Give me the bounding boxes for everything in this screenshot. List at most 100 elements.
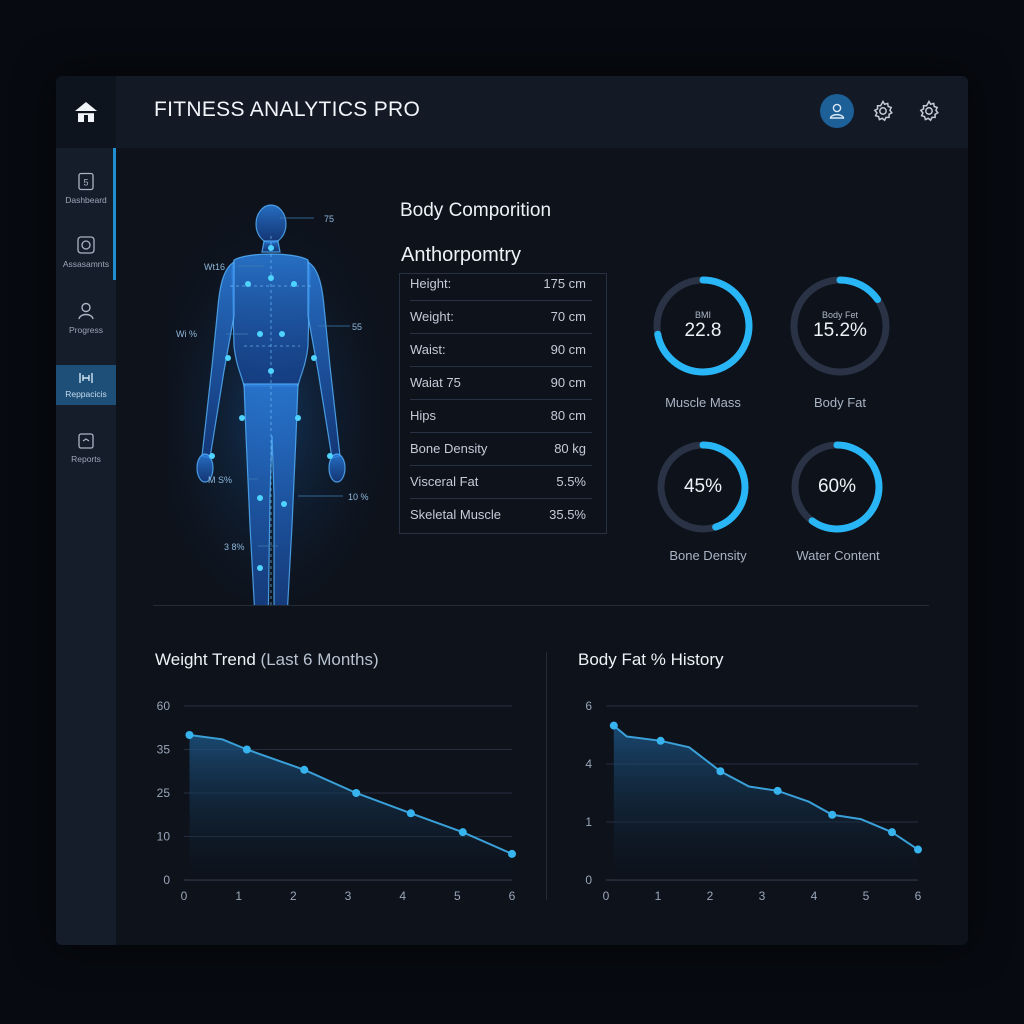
table-row: Waist: 90 cm [410, 333, 592, 367]
data-point [508, 849, 516, 858]
row-value: 175 cm [543, 276, 586, 291]
gauge-inner-label: Body Fet [821, 310, 859, 320]
section-title-composition: Body Comporition [400, 200, 552, 221]
x-tick-label: 6 [509, 889, 516, 903]
x-tick-label: 3 [345, 889, 352, 903]
data-point [656, 736, 665, 745]
x-tick-label: 0 [181, 889, 188, 903]
sidebar-item-label: Reports [71, 454, 101, 464]
series-line [189, 734, 513, 855]
sidebar-item-reports[interactable]: Reports [56, 420, 116, 476]
clipboard-icon: 5 [78, 172, 94, 191]
gauge-arc [790, 276, 890, 376]
home-button[interactable] [56, 76, 116, 148]
report-icon [78, 433, 94, 449]
table-row: Bone Density 80 kg [410, 432, 592, 466]
data-point [458, 828, 467, 837]
series-area [189, 735, 512, 880]
data-point [352, 789, 361, 797]
row-value: 90 cm [550, 342, 586, 357]
row-value: 70 cm [550, 309, 586, 324]
data-point [716, 767, 725, 776]
y-tick-label: 1 [585, 815, 592, 829]
section-subtitle-anthropometry: Anthorpomtry [401, 244, 522, 266]
body-label: 75 [324, 214, 334, 224]
user-icon [829, 103, 845, 119]
x-tick-label: 3 [759, 889, 766, 903]
assessment-icon [77, 236, 95, 254]
settings-button[interactable] [866, 94, 900, 128]
table-row: Hips 80 cm [410, 399, 592, 433]
body-label: Wi % [176, 329, 197, 339]
app-window: FITNESS ANALYTICS PRO [56, 76, 968, 945]
y-tick-label: 35 [157, 743, 171, 757]
table-row: Weight: 70 cm [410, 300, 592, 334]
sidebar-active-indicator [113, 148, 116, 280]
gauge-bmi: BMI 22.8 [648, 271, 758, 381]
data-point [300, 765, 309, 774]
row-label: Waist: [410, 342, 446, 357]
chart-title-text: Weight Trend [155, 650, 256, 669]
data-point [185, 731, 194, 739]
gauge-arc [657, 441, 749, 533]
gauge-value: 15.2% [813, 320, 867, 341]
top-actions [820, 94, 946, 128]
gauge-body-fat: Body Fet 15.2% [785, 271, 895, 381]
table-row: Height: 175 cm [410, 267, 592, 301]
sidebar-item-assessments[interactable]: Assasamnts [56, 224, 116, 280]
gauge-inner-label: BMI [694, 310, 711, 320]
body-label: 10 % [348, 492, 369, 502]
sidebar-item-replacements[interactable]: Reppacicis [56, 365, 116, 405]
row-value: 80 kg [554, 441, 586, 456]
sidebar-item-label: Progress [68, 325, 103, 335]
gear-icon [919, 99, 939, 122]
svg-text:5: 5 [83, 178, 88, 188]
row-label: Visceral Fat [410, 474, 479, 489]
home-icon [75, 102, 97, 122]
y-tick-label: 0 [585, 873, 592, 887]
body-silhouette [196, 204, 346, 606]
x-tick-label: 4 [811, 889, 818, 903]
section-divider [153, 605, 929, 606]
sidebar-item-progress[interactable]: Progress [56, 290, 116, 346]
settings-button-secondary[interactable] [912, 94, 946, 128]
body-label: 3 8% [224, 542, 245, 552]
body-scan-figure: 75 Wt16 Wi % 55 10 % M S% 3 8% [168, 196, 397, 606]
table-row: Skeletal Muscle 35.5% [410, 498, 592, 531]
x-tick-label: 0 [603, 889, 610, 903]
x-tick-label: 1 [655, 889, 662, 903]
x-tick-label: 4 [399, 889, 406, 903]
sidebar-item-label: Reppacicis [65, 389, 107, 399]
sidebar-item-label: Dashbeard [65, 195, 107, 205]
row-label: Bone Density [410, 441, 488, 456]
y-tick-label: 10 [157, 830, 171, 844]
y-tick-label: 0 [163, 873, 170, 887]
scale-icon [79, 373, 93, 383]
data-point [773, 786, 782, 795]
chart-title-weight: Weight Trend (Last 6 Months) [155, 650, 379, 670]
gauge-arc [653, 276, 753, 376]
row-label: Weight: [410, 309, 454, 324]
data-point [888, 828, 896, 837]
x-tick-label: 5 [863, 889, 870, 903]
person-icon [78, 302, 94, 320]
anthropometry-table: Height: 175 cm Weight: 70 cm Waist: 90 cm W… [399, 273, 607, 534]
gauge-water-content: 60% [787, 437, 887, 537]
table-row: Visceral Fat 5.5% [410, 465, 592, 499]
chart-title-suffix: (Last 6 Months) [260, 650, 379, 669]
body-label: Wt16 [204, 262, 225, 272]
x-tick-label: 5 [454, 889, 461, 903]
sidebar-item-dashboard[interactable]: 5 Dashbeard [56, 160, 116, 216]
data-point [406, 809, 415, 818]
data-point [242, 745, 251, 754]
gauge-arc [791, 441, 883, 533]
gear-icon [873, 99, 893, 122]
user-profile-button[interactable] [820, 94, 854, 128]
body-fat-history-chart: 0 1 4 6 0 1 2 3 4 5 6 [585, 699, 922, 903]
row-value: 90 cm [550, 375, 586, 390]
y-tick-label: 6 [585, 699, 592, 713]
table-row: Waiat 75 90 cm [410, 366, 592, 400]
top-bar: FITNESS ANALYTICS PRO [56, 76, 968, 148]
row-label: Height: [410, 276, 452, 291]
series-area [613, 725, 918, 880]
